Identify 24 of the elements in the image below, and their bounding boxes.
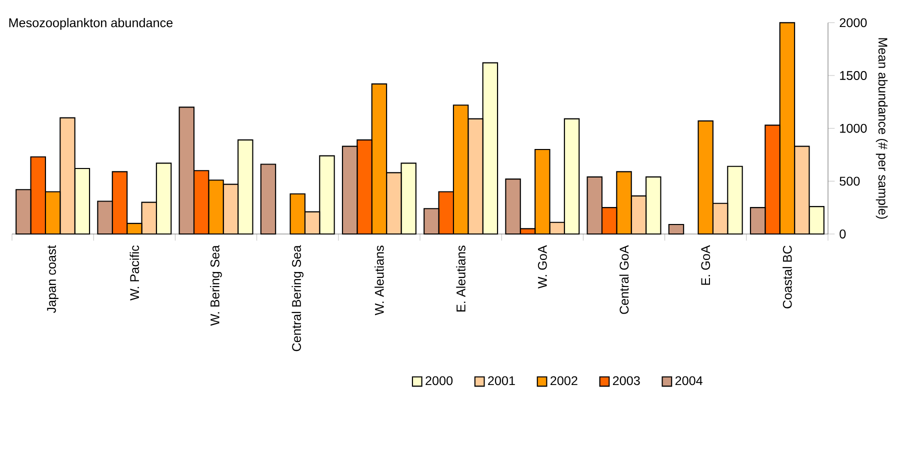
x-tick-label: W. Pacific [130, 245, 140, 300]
y-tick-label: 1000 [840, 124, 867, 133]
x-tick-label: Central Bering Sea [292, 245, 304, 352]
y-tick-label: 2000 [840, 18, 867, 28]
x-tick-label: W. Aleutians [374, 246, 384, 316]
x-tick-label: E. GoA [701, 245, 710, 285]
legend-label: 2004 [675, 376, 702, 386]
legend-label: 2002 [550, 376, 578, 386]
y-tick-label: 1500 [840, 71, 867, 80]
bar [260, 164, 276, 235]
legend-label: 2000 [426, 376, 453, 386]
y-tick-label: 500 [840, 176, 860, 186]
legend-label: 2001 [488, 376, 515, 386]
x-tick-label: Coastal BC [782, 246, 792, 308]
x-tick-label: Central GoA [619, 245, 629, 314]
legend-label: 2003 [612, 376, 640, 386]
chart-title: Mesozooplankton abundance [9, 18, 173, 30]
y-tick-label: 0 [840, 230, 846, 238]
bar [668, 224, 684, 235]
x-tick-label: W. GoA [538, 245, 547, 289]
x-tick-label: E. Aleutians [456, 246, 466, 312]
x-tick-label: W. Bering Sea [210, 245, 222, 326]
y-axis-title: Mean abundance (# per sample) [876, 38, 888, 219]
x-tick-label: Japan coast [47, 245, 58, 313]
